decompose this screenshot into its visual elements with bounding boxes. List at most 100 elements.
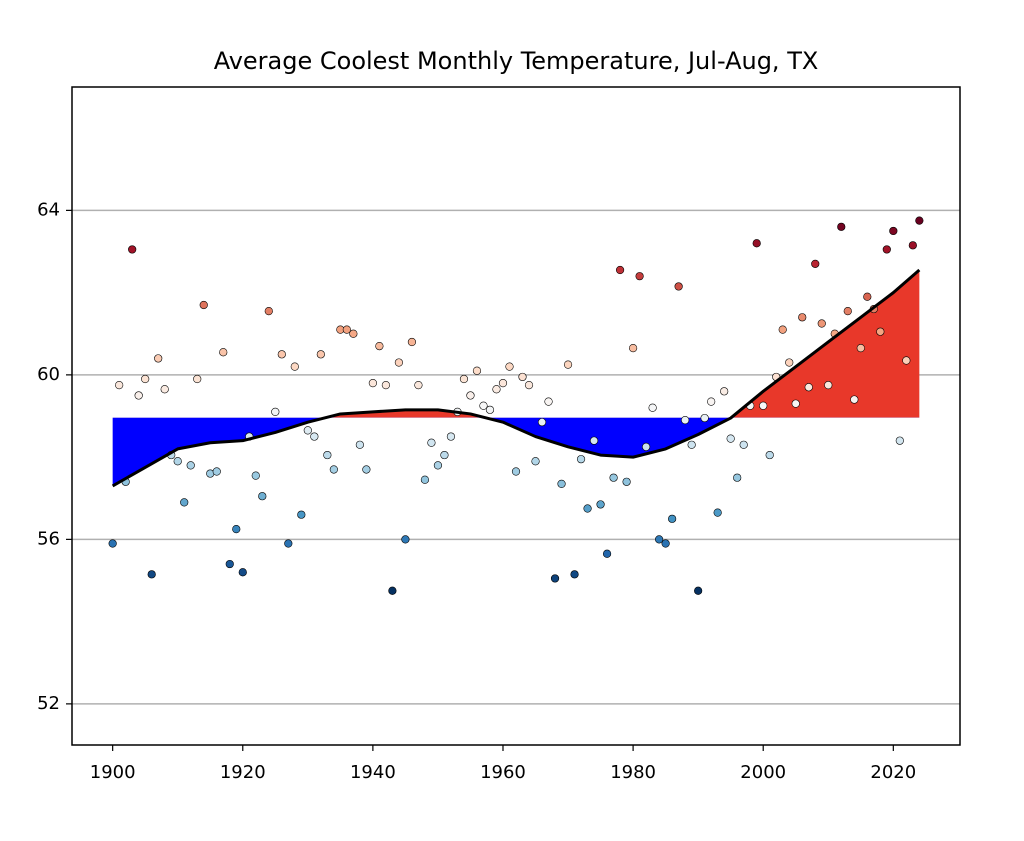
data-point xyxy=(661,539,670,548)
data-point xyxy=(440,450,449,460)
x-tick-label: 1900 xyxy=(90,762,136,783)
data-point xyxy=(154,354,163,363)
data-point xyxy=(856,344,865,353)
data-point xyxy=(362,465,371,474)
data-point xyxy=(310,432,319,441)
data-point xyxy=(524,381,534,390)
data-point xyxy=(635,272,644,281)
fill-above xyxy=(325,270,920,418)
data-point xyxy=(765,450,774,460)
data-point xyxy=(615,265,625,275)
data-point xyxy=(785,358,794,367)
data-point xyxy=(427,438,436,447)
data-point xyxy=(511,467,521,476)
data-point xyxy=(570,570,579,579)
data-point xyxy=(791,399,800,408)
data-point xyxy=(759,401,768,410)
data-point xyxy=(583,504,592,513)
x-tick-label: 1960 xyxy=(480,762,526,783)
data-point xyxy=(889,226,898,236)
data-point xyxy=(622,477,631,486)
data-point xyxy=(342,325,351,334)
data-point xyxy=(876,327,885,336)
data-point xyxy=(388,586,397,595)
trend-line xyxy=(111,268,921,488)
data-point xyxy=(518,372,527,382)
data-point xyxy=(433,461,443,470)
data-point xyxy=(492,385,501,394)
data-point xyxy=(902,356,911,365)
data-point xyxy=(642,442,651,451)
data-point xyxy=(316,350,325,359)
data-point xyxy=(472,366,482,375)
data-point xyxy=(212,467,221,476)
data-point xyxy=(707,397,716,406)
data-point xyxy=(557,479,566,488)
data-point xyxy=(700,413,709,423)
data-point xyxy=(908,241,917,250)
data-point xyxy=(173,457,182,466)
data-point xyxy=(232,524,241,534)
data-point xyxy=(589,436,599,445)
data-point xyxy=(687,440,696,449)
data-point xyxy=(843,307,852,316)
x-tick-label: 1980 xyxy=(610,762,656,783)
data-point xyxy=(134,391,143,400)
data-point xyxy=(407,337,417,347)
data-point xyxy=(303,426,312,435)
data-point xyxy=(596,500,605,509)
data-point xyxy=(466,391,475,400)
data-point xyxy=(720,387,729,396)
data-point xyxy=(459,374,469,384)
x-tick-label: 1920 xyxy=(220,762,266,783)
fill-below xyxy=(112,417,920,486)
y-tick-label: 52 xyxy=(37,693,60,714)
data-point xyxy=(628,344,638,353)
data-point xyxy=(329,465,338,474)
chart-title: Average Coolest Monthly Temperature, Jul… xyxy=(214,47,819,75)
data-point xyxy=(915,216,924,225)
data-point xyxy=(817,319,826,328)
data-point xyxy=(655,535,664,544)
data-point xyxy=(609,473,618,482)
data-point xyxy=(882,245,891,254)
data-point xyxy=(563,360,573,369)
data-point xyxy=(160,385,169,394)
data-point xyxy=(394,358,404,367)
data-point xyxy=(602,549,612,558)
data-point xyxy=(648,403,657,412)
x-tick-label: 2020 xyxy=(870,762,916,783)
data-point xyxy=(537,418,547,427)
data-point xyxy=(180,498,189,507)
data-point xyxy=(681,416,690,425)
data-point xyxy=(271,407,280,416)
data-point xyxy=(505,362,514,371)
data-point xyxy=(733,473,742,482)
data-point xyxy=(199,300,208,310)
data-point xyxy=(355,440,364,449)
data-point xyxy=(668,514,677,523)
data-point xyxy=(238,568,247,577)
data-point xyxy=(804,383,813,392)
data-point xyxy=(141,374,150,384)
data-point xyxy=(811,259,820,268)
data-point xyxy=(824,381,833,390)
data-point xyxy=(219,348,228,357)
x-tick-label: 1940 xyxy=(350,762,396,783)
data-point xyxy=(479,401,488,410)
data-point xyxy=(713,508,722,517)
data-point xyxy=(381,381,390,390)
data-point xyxy=(284,539,293,548)
data-point xyxy=(446,432,456,441)
data-point xyxy=(375,341,384,351)
data-point xyxy=(414,381,423,390)
data-point xyxy=(108,539,117,548)
y-tick-label: 64 xyxy=(37,199,60,220)
data-point xyxy=(850,395,859,404)
data-point xyxy=(349,329,358,338)
y-tick-label: 60 xyxy=(37,364,60,385)
data-point xyxy=(115,381,124,390)
data-point xyxy=(498,379,508,388)
data-point xyxy=(368,379,377,388)
